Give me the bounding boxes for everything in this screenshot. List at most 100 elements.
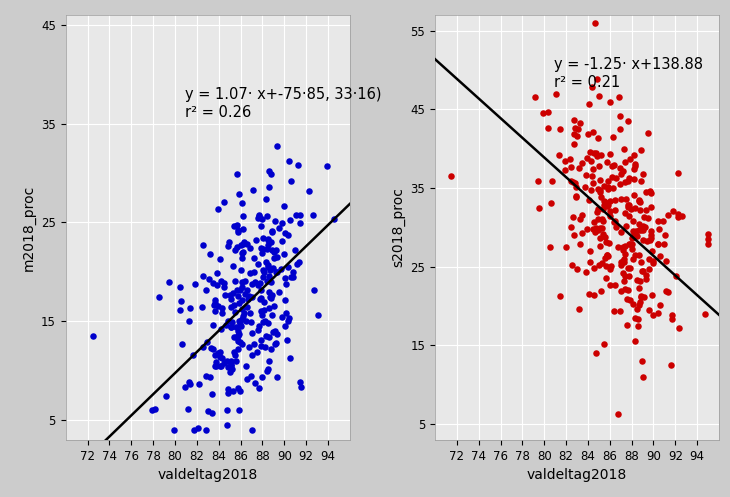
Point <box>277 250 289 258</box>
Point <box>627 255 639 263</box>
Point <box>587 165 599 173</box>
Point <box>244 269 256 277</box>
Point <box>269 254 280 262</box>
Point <box>622 286 634 294</box>
Point <box>588 218 599 226</box>
Point <box>294 219 306 227</box>
Point <box>607 184 619 192</box>
Point <box>633 251 645 259</box>
Point <box>233 331 245 338</box>
Point <box>227 289 239 297</box>
Point <box>237 340 248 348</box>
Point <box>643 306 655 314</box>
Point <box>208 301 220 309</box>
Point <box>604 281 615 289</box>
Point <box>594 224 606 232</box>
Point <box>576 230 588 238</box>
Point <box>232 292 244 300</box>
Point <box>253 212 265 220</box>
Point <box>574 241 585 248</box>
Point <box>218 283 229 291</box>
Point <box>246 426 258 434</box>
Point <box>263 304 274 312</box>
Point <box>265 170 277 178</box>
Point <box>544 243 556 251</box>
Point <box>204 275 215 283</box>
Point <box>618 145 629 153</box>
Point <box>249 278 261 286</box>
Point <box>262 319 274 327</box>
Point <box>676 212 688 220</box>
Point <box>252 326 264 334</box>
Point <box>554 125 566 133</box>
Point <box>672 213 684 221</box>
Point <box>621 295 633 303</box>
Point <box>257 272 269 280</box>
Point <box>569 231 580 239</box>
Point <box>532 177 544 185</box>
Point <box>204 250 215 258</box>
Point <box>601 251 612 259</box>
Point <box>619 178 631 186</box>
Point <box>702 230 714 238</box>
Point <box>246 280 258 288</box>
Point <box>241 362 253 370</box>
Point <box>546 177 558 185</box>
Point <box>637 373 649 381</box>
Point <box>235 322 247 330</box>
Point <box>216 309 228 317</box>
Point <box>247 186 259 194</box>
Point <box>276 237 288 245</box>
Point <box>586 172 598 180</box>
Point <box>253 384 265 392</box>
Point <box>215 325 227 333</box>
Point <box>667 207 679 215</box>
Point <box>633 301 645 309</box>
Point <box>593 188 605 196</box>
Point <box>533 204 545 212</box>
Point <box>634 198 646 206</box>
Point <box>699 310 710 318</box>
Point <box>251 348 263 356</box>
Point <box>231 357 242 365</box>
Point <box>261 277 272 285</box>
Point <box>592 205 604 213</box>
Point <box>569 178 580 186</box>
Point <box>223 389 234 397</box>
Point <box>280 229 291 237</box>
Point <box>583 130 594 138</box>
Point <box>599 198 611 206</box>
Point <box>610 223 622 231</box>
Point <box>211 281 223 289</box>
Point <box>227 262 239 270</box>
Point <box>666 311 678 319</box>
Point <box>226 361 237 369</box>
Point <box>588 179 599 187</box>
Point <box>639 223 651 231</box>
Point <box>619 285 631 293</box>
Point <box>255 286 267 294</box>
Point <box>601 202 612 210</box>
Point <box>236 306 247 314</box>
Point <box>633 322 645 330</box>
Point <box>612 243 623 250</box>
Point <box>645 231 657 239</box>
Point <box>610 196 621 204</box>
Point <box>237 225 248 233</box>
Point <box>266 345 277 353</box>
Point <box>622 117 634 125</box>
Point <box>284 354 296 362</box>
Point <box>635 224 647 232</box>
Point <box>645 236 656 244</box>
Point <box>590 224 602 232</box>
Point <box>618 258 629 266</box>
Point <box>273 224 285 232</box>
Point <box>183 379 195 387</box>
Point <box>256 373 268 381</box>
Point <box>296 383 307 391</box>
Point <box>602 201 614 209</box>
Point <box>294 212 306 220</box>
Point <box>604 212 616 220</box>
Point <box>237 296 248 304</box>
Point <box>255 223 266 231</box>
